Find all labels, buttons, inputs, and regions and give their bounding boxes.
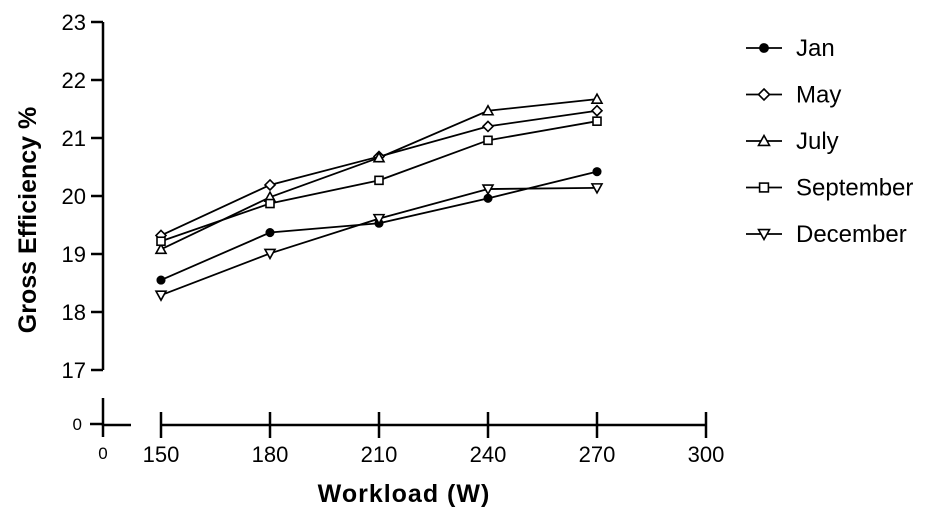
- x-tick-label: 150: [143, 442, 180, 467]
- data-point-december: [263, 248, 277, 261]
- x-ticks: 150 180 210 240 270 300: [143, 412, 725, 467]
- legend-marker-september: [758, 182, 770, 193]
- data-point-may: [263, 178, 277, 192]
- data-point-september: [156, 236, 166, 247]
- y-ticks: 17 18 19 20 21 22 23: [62, 10, 103, 383]
- y-tick-label: 20: [62, 184, 86, 209]
- data-point-december: [154, 290, 168, 302]
- data-point-july: [481, 104, 495, 116]
- data-point-july: [154, 242, 168, 255]
- y-tick-label: 18: [62, 300, 86, 325]
- x-tick-label: 300: [688, 442, 725, 467]
- y-tick-label: 17: [62, 358, 86, 383]
- data-point-september: [265, 198, 275, 209]
- data-point-jan: [483, 193, 493, 203]
- legend-label-july: July: [796, 128, 839, 155]
- x-tick-label: 240: [470, 442, 507, 467]
- x-tick-label: 180: [252, 442, 289, 467]
- x-tick-label: 270: [579, 442, 616, 467]
- data-point-may: [590, 104, 604, 117]
- legend-label-may: May: [796, 82, 841, 109]
- legend-label-september: September: [796, 175, 913, 202]
- data-point-december: [481, 184, 495, 196]
- series-line-december: [160, 186, 598, 297]
- data-point-july: [590, 92, 604, 104]
- x-tick-label-zero: 0: [98, 444, 107, 463]
- legend-label-december: December: [796, 221, 907, 248]
- legend-marker-jan: [759, 43, 769, 53]
- y-tick-label: 19: [62, 242, 86, 267]
- data-point-july: [372, 151, 386, 163]
- legend-label-jan: Jan: [796, 35, 835, 62]
- x-tick-label: 210: [361, 442, 398, 467]
- data-point-jan: [156, 275, 166, 285]
- data-point-september: [592, 116, 602, 126]
- legend: Jan May July September December: [746, 35, 913, 248]
- y-tick-label: 22: [62, 68, 86, 93]
- series-group: [154, 92, 604, 302]
- x-axis-title: Workload (W): [318, 480, 491, 508]
- y-tick-label: 23: [62, 10, 86, 35]
- y-tick-label-zero: 0: [73, 415, 82, 434]
- data-point-jan: [265, 227, 275, 238]
- data-point-september: [374, 175, 384, 186]
- y-axis-title: Gross Efficiency %: [14, 107, 42, 333]
- data-point-december: [372, 213, 386, 226]
- axes: 0 0: [73, 22, 706, 463]
- data-point-december: [590, 183, 604, 195]
- legend-marker-december: [757, 228, 771, 242]
- data-point-may: [481, 120, 495, 133]
- y-tick-label: 21: [62, 126, 86, 151]
- data-point-jan: [592, 167, 602, 177]
- legend-marker-may: [757, 87, 771, 102]
- data-point-september: [483, 135, 493, 146]
- legend-marker-july: [757, 133, 771, 147]
